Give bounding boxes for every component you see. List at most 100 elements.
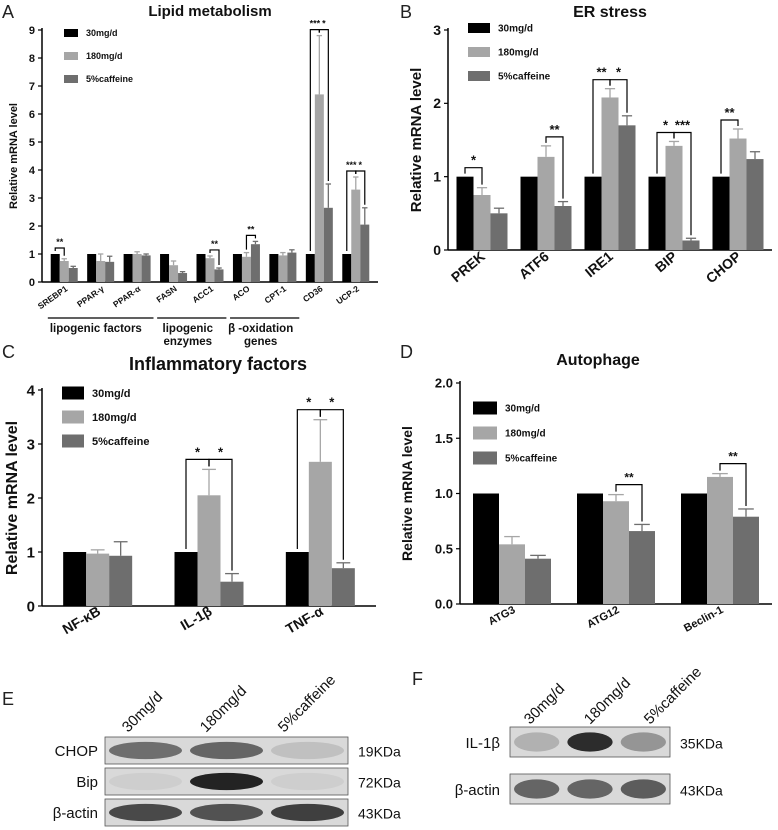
- bar-tnf-30mg-d: [285, 552, 309, 606]
- bar-bip-30mg-d: [648, 176, 666, 250]
- blot-band: [271, 741, 344, 760]
- bar-cpt-1-180mg-d: [278, 255, 288, 282]
- y-tick-label: 1.5: [435, 431, 453, 446]
- bar-cd36-5-caffeine: [323, 207, 333, 282]
- bar-tnf-5-caffeine: [331, 568, 355, 606]
- blot-band: [190, 741, 263, 760]
- y-tick-label: 0: [29, 277, 35, 289]
- bar-srebp1-180mg-d: [59, 261, 69, 282]
- significance-label: *: [329, 395, 335, 410]
- blot-band: [567, 779, 613, 799]
- bar-bip-5-caffeine: [682, 240, 700, 250]
- bar-atg12-5-caffeine: [629, 531, 655, 604]
- y-tick-label: 0.5: [435, 541, 453, 556]
- bar-ucp-2-180mg-d: [351, 189, 361, 282]
- significance-label: ***: [310, 19, 321, 29]
- y-tick-label: 0: [27, 598, 35, 615]
- y-axis-label: Relative mRNA level: [4, 421, 21, 575]
- y-tick-label: 6: [29, 109, 35, 121]
- bar-fasn-30mg-d: [160, 254, 170, 282]
- blot-size-label: 43KDa: [680, 783, 723, 799]
- x-tick-label-atg3: ATG3: [487, 604, 518, 628]
- bar-prek-180mg-d: [473, 195, 491, 250]
- panel-letter-a: A: [2, 2, 14, 22]
- blot-band: [109, 741, 182, 760]
- legend-swatch-180mg-d: [64, 52, 78, 60]
- blot-band: [271, 803, 344, 822]
- chart-title: Lipid metabolism: [148, 3, 271, 20]
- y-tick-label: 2: [27, 490, 35, 507]
- y-tick-label: 9: [29, 25, 35, 37]
- y-tick-label: 3: [27, 436, 35, 453]
- lane-label-5-caffeine: 5%caffeine: [641, 664, 705, 728]
- bar-aco-30mg-d: [232, 254, 242, 282]
- blot-size-label: 19KDa: [358, 743, 401, 759]
- chart-inflammatory-factors: Inflammatory factors Relative mRNA level 0…: [4, 354, 376, 637]
- y-tick-label: 1: [29, 249, 35, 261]
- y-tick-label: 4: [29, 165, 36, 177]
- chart-title: ER stress: [573, 4, 647, 21]
- x-tick-label-nf-b: NF-κB: [59, 603, 103, 637]
- y-tick-label: 5: [29, 137, 35, 149]
- blot-band: [109, 772, 182, 791]
- bar-acc1-5-caffeine: [214, 269, 224, 282]
- bar-chop-180mg-d: [729, 138, 747, 250]
- lane-label-30mg-d: 30mg/d: [521, 680, 568, 727]
- lane-label-5-caffeine: 5%caffeine: [275, 672, 339, 736]
- y-tick-label: 1: [27, 544, 35, 561]
- significance-bracket: [319, 409, 344, 560]
- bar-il-1-180mg-d: [197, 495, 221, 606]
- significance-label: *: [218, 444, 224, 459]
- bar-ire1-180mg-d: [601, 97, 619, 250]
- chart-lipid-metabolism: Lipid metabolism Relative mRNA level 0 1 2 3 4…: [8, 3, 378, 348]
- legend-swatch-30mg-d: [473, 401, 497, 415]
- legend-swatch-5-caffeine: [473, 451, 497, 465]
- bar-beclin-1-180mg-d: [707, 476, 733, 604]
- bar-srebp1-30mg-d: [50, 254, 60, 282]
- x-tick-label-ucp-2: UCP-2: [334, 283, 361, 306]
- y-axis-label: Relative mRNA level: [408, 68, 425, 213]
- bar-ppar-30mg-d: [123, 254, 133, 282]
- blot-row-label-actin: β-actin: [455, 782, 500, 799]
- bar-nf-b-180mg-d: [86, 553, 110, 606]
- blot-band: [190, 803, 263, 822]
- x-tick-label-aco: ACO: [230, 283, 252, 302]
- significance-label: *: [306, 395, 312, 410]
- significance-label: **: [624, 471, 634, 485]
- bar-il-1-30mg-d: [174, 552, 198, 606]
- panel-letter-c: C: [2, 342, 15, 362]
- blot-row-label-actin: β-actin: [53, 805, 98, 822]
- significance-bracket: [720, 119, 739, 174]
- bar-prek-30mg-d: [456, 176, 474, 250]
- bar-aco-5-caffeine: [250, 244, 260, 282]
- legend-label-30mg-d: 30mg/d: [498, 24, 533, 35]
- legend-swatch-30mg-d: [64, 29, 78, 37]
- y-axis-label: Relative mRNA level: [8, 103, 20, 209]
- legend-label-180mg-d: 180mg/d: [498, 48, 539, 59]
- western-blot-f: 30mg/d 180mg/d 5%caffeine IL-1β 35KDa β-actin…: [455, 664, 723, 805]
- lane-label-30mg-d: 30mg/d: [119, 688, 166, 735]
- bar-ppar-5-caffeine: [105, 261, 115, 282]
- bar-cd36-180mg-d: [314, 94, 324, 283]
- bar-ppar-180mg-d: [132, 254, 142, 282]
- legend-swatch-30mg-d: [62, 386, 84, 400]
- legend-swatch-5-caffeine: [62, 434, 84, 448]
- legend-swatch-30mg-d: [468, 23, 490, 33]
- legend-swatch-180mg-d: [468, 47, 490, 57]
- legend-label-30mg-d: 30mg/d: [92, 388, 131, 400]
- group-label-lipogenic-enzymes: lipogenic enzymes: [163, 323, 214, 348]
- bar-tnf-180mg-d: [308, 461, 332, 606]
- significance-bracket: [209, 249, 220, 265]
- legend-label-5-caffeine: 5%caffeine: [92, 436, 149, 448]
- significance-label: **: [724, 105, 735, 120]
- significance-bracket: [355, 170, 366, 205]
- bar-bip-180mg-d: [665, 145, 683, 250]
- y-tick-label: 1: [433, 169, 441, 185]
- bar-atf6-30mg-d: [520, 176, 538, 250]
- blot-band: [620, 732, 666, 752]
- legend-label-30mg-d: 30mg/d: [505, 404, 540, 415]
- significance-label: **: [211, 239, 219, 249]
- bar-atf6-180mg-d: [537, 156, 555, 250]
- legend-swatch-180mg-d: [62, 410, 84, 424]
